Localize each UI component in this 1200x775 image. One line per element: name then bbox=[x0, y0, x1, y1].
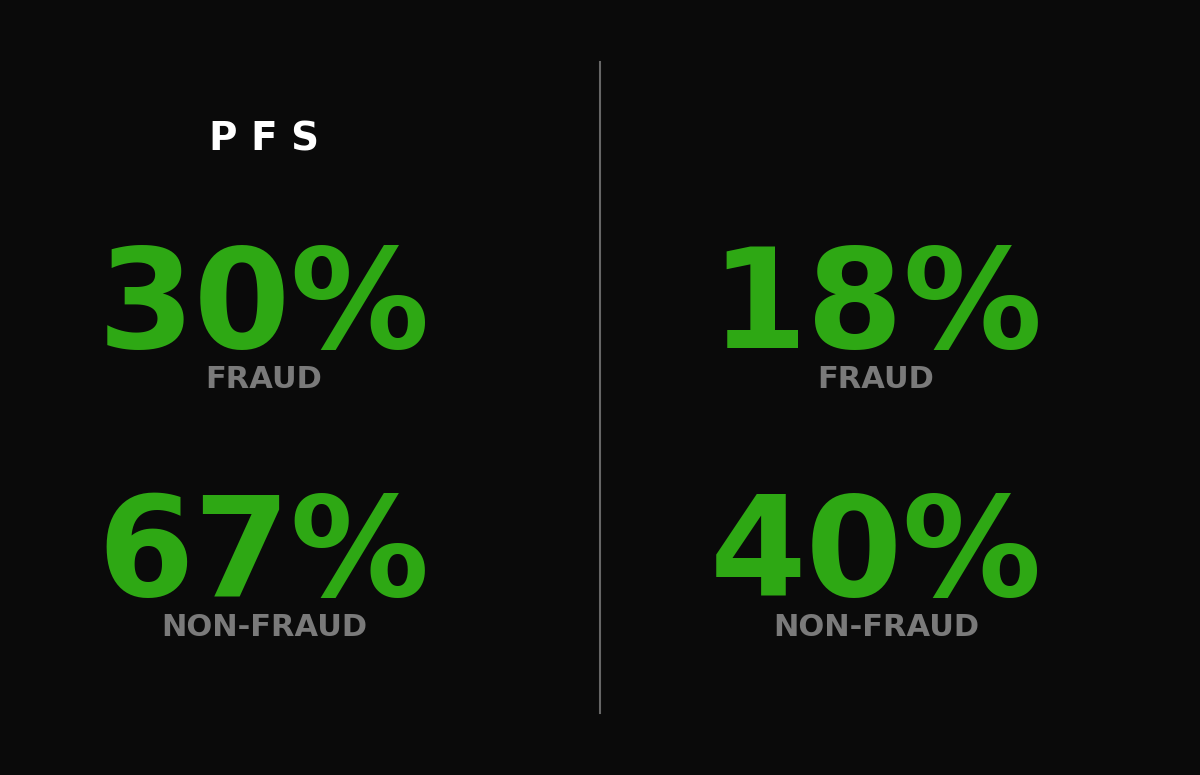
Text: 18%: 18% bbox=[710, 243, 1042, 377]
Text: FRAUD: FRAUD bbox=[205, 365, 323, 394]
Text: 30%: 30% bbox=[98, 243, 430, 377]
Text: 67%: 67% bbox=[98, 491, 430, 625]
Text: FRAUD: FRAUD bbox=[817, 365, 935, 394]
Text: 40%: 40% bbox=[710, 491, 1042, 625]
Text: NON-FRAUD: NON-FRAUD bbox=[773, 613, 979, 642]
Text: NON-FRAUD: NON-FRAUD bbox=[161, 613, 367, 642]
Text: P F S: P F S bbox=[209, 120, 319, 159]
